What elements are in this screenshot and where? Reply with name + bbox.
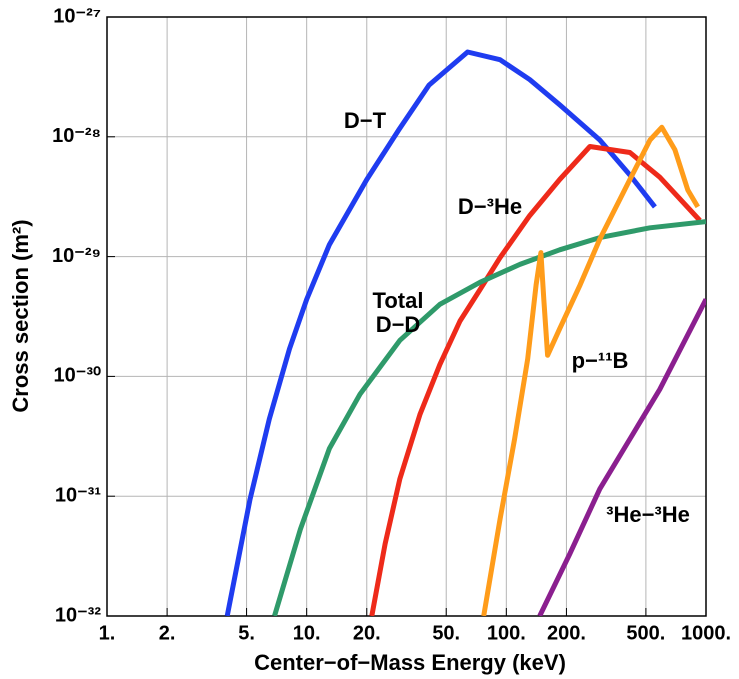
curve-label: D−D [376, 312, 421, 337]
plot-frame [106, 16, 707, 617]
x-tick-label: 1000. [681, 622, 731, 644]
y-tick-label: 10⁻³² [55, 604, 101, 626]
series-line [224, 49, 657, 616]
curve-label: Total [373, 288, 424, 313]
x-tick-label: 100. [487, 622, 526, 644]
curve-label: ³He−³He [606, 502, 690, 527]
x-tick-label: 200. [547, 622, 586, 644]
curve-label: D−³He [458, 194, 522, 219]
y-axis-title: Cross section (m²) [8, 219, 33, 412]
x-tick-label: 1. [99, 622, 116, 644]
y-tick-label: 10⁻²⁹ [52, 245, 101, 267]
y-tick-label: 10⁻²⁸ [52, 125, 101, 147]
y-tick-label: 10⁻³⁰ [54, 365, 101, 387]
series-line [481, 124, 700, 616]
x-tick-label: 500. [626, 622, 665, 644]
series-line [537, 298, 706, 616]
x-tick-label: 5. [238, 622, 255, 644]
x-axis-title: Center−of−Mass Energy (keV) [254, 650, 566, 675]
x-tick-label: 20. [353, 622, 381, 644]
curve-label: D−T [344, 108, 387, 133]
series-line [272, 219, 706, 616]
y-tick-label: 10⁻³¹ [55, 484, 101, 506]
series-line [369, 144, 702, 616]
x-tick-label: 50. [432, 622, 460, 644]
x-tick-label: 10. [293, 622, 321, 644]
x-tick-label: 2. [159, 622, 176, 644]
curve-label: p−¹¹B [572, 348, 629, 373]
y-tick-label: 10⁻²⁷ [53, 5, 101, 27]
